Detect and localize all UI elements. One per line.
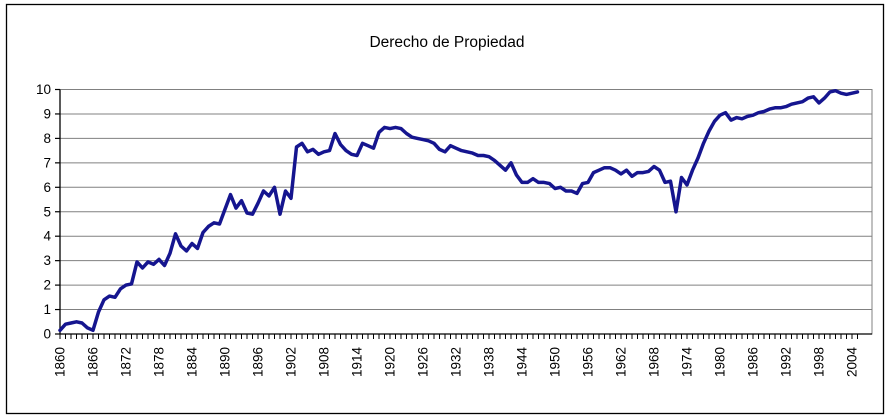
x-tick-label: 1926 [416,347,431,377]
x-tick-label: 1878 [152,347,167,377]
x-tick-label: 1974 [680,347,695,378]
y-tick-label: 2 [43,278,51,293]
x-tick-label: 1914 [350,347,365,378]
x-axis-labels: 1860 1866 1872 1878 1884 1890 1896 1902 1908 1914… [53,347,860,378]
y-tick-label: 6 [43,180,51,195]
x-tick-label: 1956 [581,347,596,377]
x-tick-label: 1884 [185,347,200,378]
y-tick-label: 10 [36,82,51,97]
x-tick-label: 1872 [119,347,134,377]
x-tick-label: 1932 [449,347,464,377]
y-tick-label: 4 [43,229,51,244]
series-line [58,88,860,333]
y-tick-label: 8 [43,131,51,146]
x-tick-label: 1890 [218,347,233,377]
y-tick-label: 3 [43,253,51,268]
y-axis-ticks [55,88,60,335]
x-tick-label: 1896 [251,347,266,377]
x-tick-label: 1938 [482,347,497,377]
data-series [58,88,860,333]
x-tick-label: 2004 [845,347,860,378]
x-tick-label: 1902 [284,347,299,377]
chart-border [5,3,885,415]
x-tick-label: 1968 [647,347,662,377]
x-tick-label: 1962 [614,347,629,377]
x-tick-label: 1944 [515,347,530,378]
x-tick-label: 1980 [713,347,728,377]
x-tick-label: 1866 [86,347,101,377]
x-tick-label: 1950 [548,347,563,377]
y-tick-label: 5 [43,204,51,219]
y-tick-label: 7 [43,155,51,170]
y-tick-label: 0 [43,327,51,342]
x-tick-label: 1992 [779,347,794,377]
y-tick-label: 9 [43,106,51,121]
axis-lines [59,89,872,335]
x-tick-label: 1920 [383,347,398,377]
y-tick-label: 1 [43,302,51,317]
x-tick-label: 1860 [53,347,68,377]
x-tick-label: 1908 [317,347,332,377]
y-axis-labels: 0 1 2 3 4 5 6 7 8 9 10 [36,82,52,342]
chart-title: Derecho de Propiedad [369,34,524,51]
x-axis-ticks [59,334,858,339]
x-tick-label: 1986 [746,347,761,377]
x-tick-label: 1998 [812,347,827,377]
